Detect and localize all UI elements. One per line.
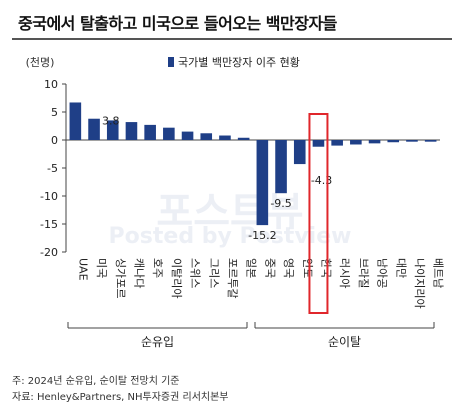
x-tick-label: 한국 <box>319 258 332 278</box>
x-tick-label: 나이지리아 <box>413 258 426 309</box>
bar <box>312 140 325 147</box>
bar <box>368 140 381 144</box>
y-tick-label: 5 <box>51 106 58 119</box>
x-tick-label: 베트남 <box>432 258 445 288</box>
bar-chart: 포스트뷰 Posted by Postview (천명) 국가별 백만장자 이주… <box>26 55 445 349</box>
bar <box>424 140 437 142</box>
bar <box>69 102 82 140</box>
bar <box>125 122 138 140</box>
data-label: 3.8 <box>102 115 120 128</box>
x-tick-label: 남아공 <box>376 258 389 288</box>
x-tick-label: 이탈리아 <box>170 258 183 298</box>
bar <box>293 140 306 165</box>
x-tick-label: 영국 <box>282 258 295 278</box>
title-divider <box>12 38 452 40</box>
bar <box>106 120 119 140</box>
footnote: 주: 2024년 순유입, 순이탈 전망치 기준 <box>12 376 180 387</box>
x-tick-label: 러시아 <box>338 258 351 288</box>
legend-label: 국가별 백만장자 이주 현황 <box>178 56 300 69</box>
highlight-box <box>308 113 329 314</box>
data-label: -15.2 <box>248 229 276 242</box>
bar <box>406 140 418 142</box>
x-tick-label: UAE <box>76 258 89 281</box>
watermark-sub: Posted by Postview <box>109 224 352 249</box>
bar <box>181 131 194 140</box>
bar <box>237 137 250 140</box>
x-tick-label: 일본 <box>245 258 259 278</box>
bar <box>88 118 100 140</box>
x-tick-label: 스위스 <box>189 258 202 288</box>
source-credit: 자료: Henley&Partners, NH투자증권 리서치본부 <box>12 392 229 403</box>
x-tick-label: 미국 <box>95 258 108 278</box>
bar <box>350 140 362 145</box>
y-tick-label: 0 <box>51 134 58 147</box>
watermark-main: 포스트뷰 <box>156 189 303 235</box>
data-label: -9.5 <box>270 197 291 210</box>
y-tick-label: -15 <box>40 218 58 231</box>
bar <box>200 133 213 140</box>
x-tick-label: 호주 <box>151 258 164 278</box>
unit-label: (천명) <box>26 55 55 69</box>
y-tick-label: -5 <box>47 162 58 175</box>
x-tick-label: 그리스 <box>207 258 220 288</box>
x-tick-label: 중국 <box>263 258 276 278</box>
y-tick-label: -20 <box>40 246 58 259</box>
x-tick-label: 포르투갈 <box>226 258 240 298</box>
legend-swatch <box>168 57 174 67</box>
bar <box>387 140 400 143</box>
bar <box>275 140 287 194</box>
x-tick-label: 브라질 <box>357 258 370 288</box>
x-tick-label: 인도 <box>301 258 314 278</box>
group-label: 순이탈 <box>328 335 361 349</box>
y-tick-label: 10 <box>44 78 58 91</box>
bar <box>331 140 343 146</box>
data-label: -4.3 <box>311 174 332 187</box>
x-tick-label: 대만 <box>394 258 407 278</box>
bar <box>144 124 156 140</box>
bar <box>219 135 231 140</box>
x-tick-label: 캐나다 <box>132 258 145 288</box>
x-tick-label: 싱가포르 <box>114 258 127 298</box>
group-label: 순유입 <box>141 335 174 349</box>
bar <box>163 127 175 140</box>
chart-title: 중국에서 탈출하고 미국으로 들어오는 백만장자들 <box>18 14 337 33</box>
y-tick-label: -10 <box>40 190 58 203</box>
bar <box>256 140 269 226</box>
